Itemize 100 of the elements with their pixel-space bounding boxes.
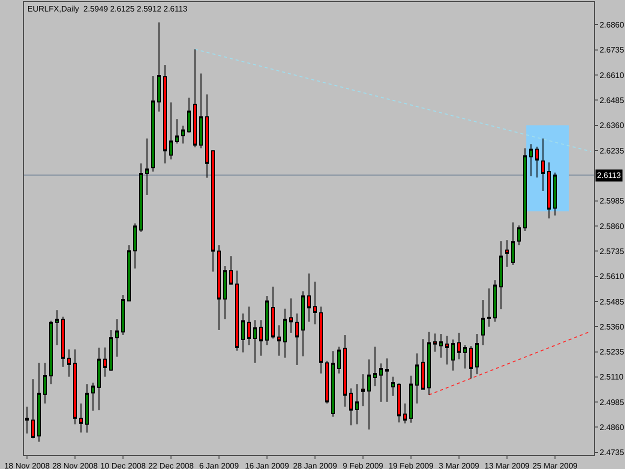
y-tick-label: 2.4860 bbox=[600, 423, 625, 432]
candlestick bbox=[289, 298, 293, 334]
x-tick-label: 6 Jan 2009 bbox=[199, 462, 240, 469]
candlestick bbox=[169, 102, 173, 160]
candlestick bbox=[187, 97, 191, 134]
candlestick bbox=[529, 144, 533, 177]
y-tick-label: 2.6360 bbox=[600, 121, 625, 130]
x-tick-label: 10 Dec 2008 bbox=[100, 462, 146, 469]
y-tick-label: 2.5860 bbox=[600, 222, 625, 231]
y-tick-label: 2.5985 bbox=[600, 196, 625, 206]
x-tick-label: 28 Nov 2008 bbox=[52, 462, 98, 469]
candlestick bbox=[355, 384, 359, 425]
candlestick bbox=[427, 331, 431, 396]
candlestick bbox=[61, 316, 65, 368]
candlestick bbox=[457, 332, 461, 360]
candlestick bbox=[25, 406, 29, 434]
candlestick bbox=[223, 266, 227, 320]
candlestick bbox=[475, 334, 479, 375]
candlestick bbox=[211, 150, 215, 272]
candlestick bbox=[391, 376, 395, 396]
y-tick-label: 2.5235 bbox=[600, 348, 625, 357]
chart-title: EURLFX,Daily 2.5949 2.6125 2.5912 2.6113 bbox=[27, 4, 188, 14]
x-tick-label: 16 Jan 2009 bbox=[244, 462, 290, 469]
candlestick bbox=[421, 338, 425, 390]
candlestick bbox=[343, 334, 347, 408]
y-tick-label: 2.6610 bbox=[600, 70, 625, 80]
candlestick bbox=[55, 310, 59, 346]
candlestick bbox=[85, 384, 89, 434]
candlestick bbox=[139, 162, 143, 232]
y-tick-label: 2.5610 bbox=[600, 272, 625, 282]
candlestick bbox=[547, 162, 551, 219]
candlestick bbox=[415, 352, 419, 404]
candlestick bbox=[379, 362, 383, 402]
candlestick bbox=[283, 308, 287, 358]
y-tick-label: 2.5360 bbox=[600, 322, 625, 332]
candlestick bbox=[253, 320, 257, 364]
candlestick bbox=[433, 332, 437, 352]
x-tick-label: 22 Dec 2008 bbox=[148, 462, 194, 469]
candlestick bbox=[469, 346, 473, 380]
candlestick bbox=[295, 313, 299, 366]
candlestick bbox=[541, 138, 545, 192]
candlestick bbox=[367, 358, 371, 430]
candlestick bbox=[373, 346, 377, 387]
candlestick bbox=[505, 240, 509, 268]
candlestick bbox=[229, 256, 233, 286]
y-tick-label: 2.4985 bbox=[600, 398, 625, 407]
candlestick bbox=[73, 348, 77, 425]
candlestick bbox=[181, 125, 185, 144]
candlestick bbox=[313, 281, 317, 325]
candlestick bbox=[439, 334, 443, 358]
candlestick bbox=[325, 360, 329, 404]
y-tick-label: 2.5735 bbox=[600, 246, 625, 256]
candlestick bbox=[175, 118, 179, 144]
candlestick bbox=[349, 388, 353, 426]
candlestick bbox=[481, 300, 485, 346]
candlestick bbox=[403, 402, 407, 424]
y-tick-label: 2.6485 bbox=[600, 96, 625, 106]
candlestick bbox=[445, 335, 449, 365]
candlestick bbox=[553, 172, 557, 216]
candlestick bbox=[241, 313, 245, 353]
candlestick bbox=[145, 138, 149, 196]
x-tick-label: 3 Mar 2009 bbox=[438, 462, 480, 469]
candlestick bbox=[451, 338, 455, 372]
candlestick bbox=[151, 76, 155, 172]
candlestick bbox=[163, 64, 167, 164]
candlestick bbox=[493, 280, 497, 322]
candlestick bbox=[247, 306, 251, 346]
candlestick bbox=[97, 347, 101, 411]
candlestick bbox=[337, 346, 341, 374]
x-tick-label: 9 Feb 2009 bbox=[342, 462, 384, 469]
candlestick bbox=[259, 320, 263, 356]
x-tick-label: 13 Mar 2009 bbox=[484, 462, 530, 469]
candlestick bbox=[121, 294, 125, 336]
candlestick bbox=[523, 148, 527, 232]
candlestick bbox=[199, 72, 203, 149]
x-tick-label: 25 Mar 2009 bbox=[532, 462, 578, 469]
candlestick bbox=[331, 350, 335, 418]
candlestick bbox=[37, 362, 41, 442]
x-tick-label: 19 Feb 2009 bbox=[388, 462, 434, 469]
candlestick bbox=[235, 270, 239, 352]
candlestick bbox=[319, 306, 323, 374]
candlestick bbox=[217, 244, 221, 331]
candlestick bbox=[49, 320, 53, 385]
candlestick bbox=[133, 222, 137, 269]
candlestick bbox=[127, 244, 131, 302]
candlestick bbox=[499, 240, 503, 310]
candlestick bbox=[265, 296, 269, 346]
candlestick bbox=[409, 375, 413, 424]
y-tick-label: 2.6860 bbox=[600, 20, 625, 30]
candlestick bbox=[115, 318, 119, 358]
candlestick bbox=[271, 286, 275, 339]
candlestick bbox=[43, 362, 47, 404]
candlestick bbox=[511, 222, 515, 266]
candlestick bbox=[31, 378, 35, 439]
candlestick bbox=[535, 146, 539, 178]
candlestick bbox=[103, 347, 107, 378]
candlestick bbox=[307, 272, 311, 322]
candlestick bbox=[463, 344, 467, 369]
y-tick-label: 2.6235 bbox=[600, 146, 625, 156]
candlestick bbox=[487, 288, 491, 328]
